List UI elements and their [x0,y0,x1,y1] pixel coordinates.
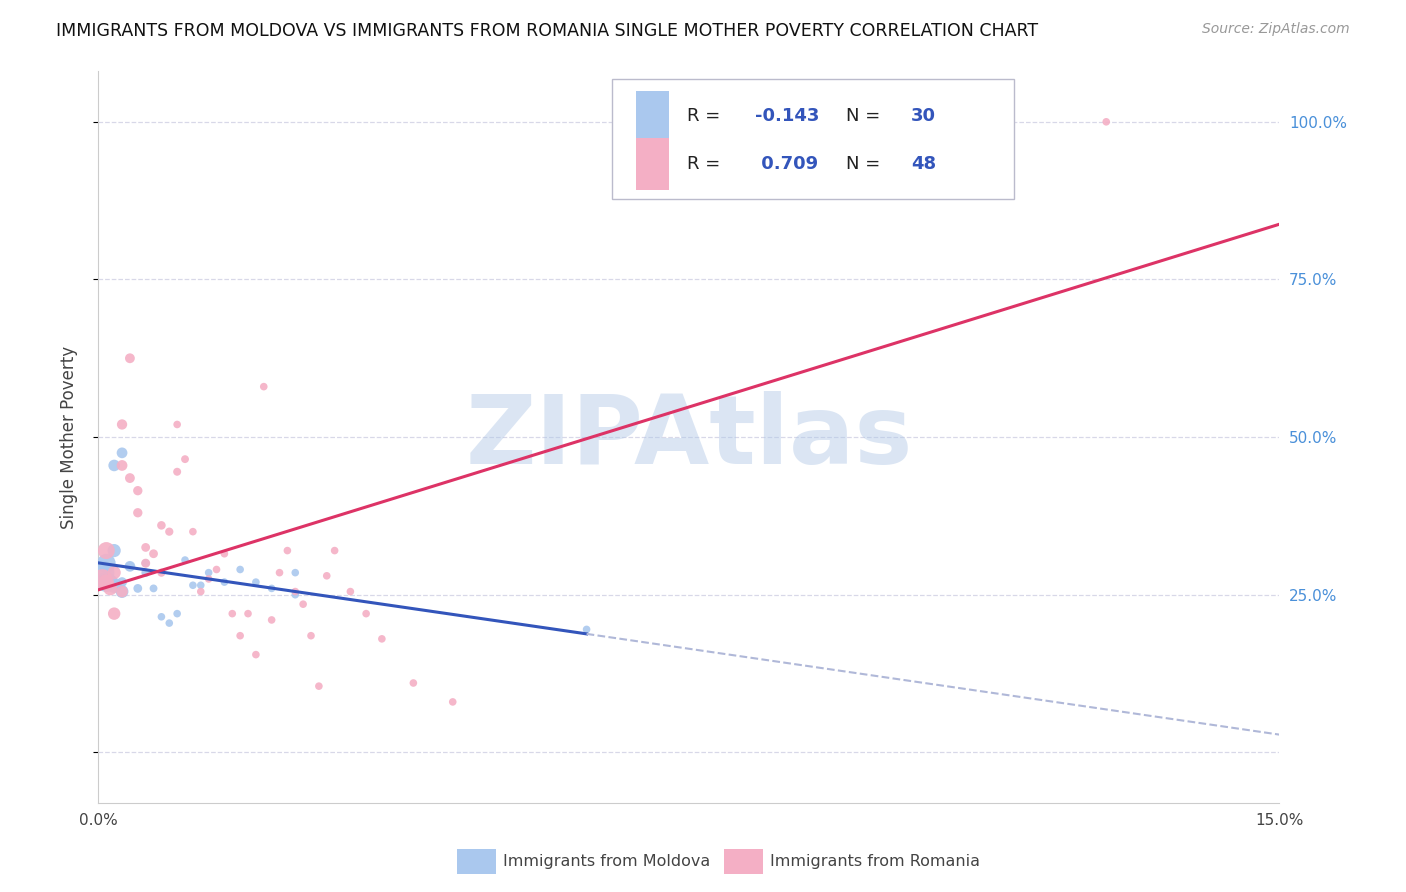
Point [127,582,149,596]
Point [96,556,118,570]
Point [260,613,283,627]
Point [174,553,197,567]
Point [142,547,165,561]
Point [96,575,118,590]
Point [118,471,141,485]
Point [197,572,219,586]
Point [166,607,188,621]
Point [292,597,315,611]
Point [91,566,114,580]
Point [229,562,252,576]
Point [150,609,173,624]
Text: 30: 30 [911,107,936,126]
Text: Source: ZipAtlas.com: Source: ZipAtlas.com [1202,22,1350,37]
Point [103,458,125,473]
Point [260,582,283,596]
Point [229,629,252,643]
Point [323,543,346,558]
Point [135,556,157,570]
Point [245,648,267,662]
Point [103,578,125,592]
FancyBboxPatch shape [636,91,669,142]
Point [118,559,141,574]
Point [299,629,322,643]
Point [111,584,134,599]
Point [103,543,125,558]
Point [98,582,121,596]
Point [1095,115,1118,129]
Point [221,607,243,621]
Point [96,575,118,590]
Point [214,547,236,561]
Text: ZIPAtlas: ZIPAtlas [465,391,912,483]
Point [96,543,118,558]
Point [214,575,236,590]
Point [315,569,337,583]
Text: 0.709: 0.709 [755,155,818,173]
Point [111,575,134,590]
Text: Immigrants from Moldova: Immigrants from Moldova [503,855,710,869]
Point [142,582,165,596]
Point [111,446,134,460]
Point [127,506,149,520]
Point [150,566,173,580]
Point [150,518,173,533]
Point [402,676,425,690]
Point [276,543,298,558]
Text: N =: N = [846,107,886,126]
Point [127,483,149,498]
Text: -0.143: -0.143 [755,107,820,126]
FancyBboxPatch shape [636,138,669,190]
Text: R =: R = [686,155,725,173]
Point [205,562,228,576]
Point [118,351,141,366]
Point [157,524,180,539]
Point [174,452,197,467]
Text: N =: N = [846,155,886,173]
Point [339,584,361,599]
Point [914,115,936,129]
Point [284,588,307,602]
Point [157,616,180,631]
Point [284,584,307,599]
Y-axis label: Single Mother Poverty: Single Mother Poverty [59,345,77,529]
Point [190,578,212,592]
Point [354,607,377,621]
Point [135,566,157,580]
Point [135,556,157,570]
Point [118,559,141,574]
Point [269,566,291,580]
Point [181,524,204,539]
Text: Immigrants from Romania: Immigrants from Romania [770,855,980,869]
Point [103,607,125,621]
Point [197,566,219,580]
FancyBboxPatch shape [612,78,1014,200]
Point [181,578,204,592]
Point [111,458,134,473]
Point [371,632,394,646]
Point [245,575,267,590]
Point [575,623,598,637]
Point [253,379,276,393]
Point [166,465,188,479]
Point [308,679,330,693]
Point [111,584,134,599]
Point [236,607,259,621]
Point [190,584,212,599]
Point [441,695,464,709]
Point [103,566,125,580]
Point [98,575,121,590]
Point [91,572,114,586]
Text: R =: R = [686,107,725,126]
Point [135,541,157,555]
Point [111,417,134,432]
Text: 48: 48 [911,155,936,173]
Point [166,417,188,432]
Point [284,566,307,580]
Text: IMMIGRANTS FROM MOLDOVA VS IMMIGRANTS FROM ROMANIA SINGLE MOTHER POVERTY CORRELA: IMMIGRANTS FROM MOLDOVA VS IMMIGRANTS FR… [56,22,1039,40]
